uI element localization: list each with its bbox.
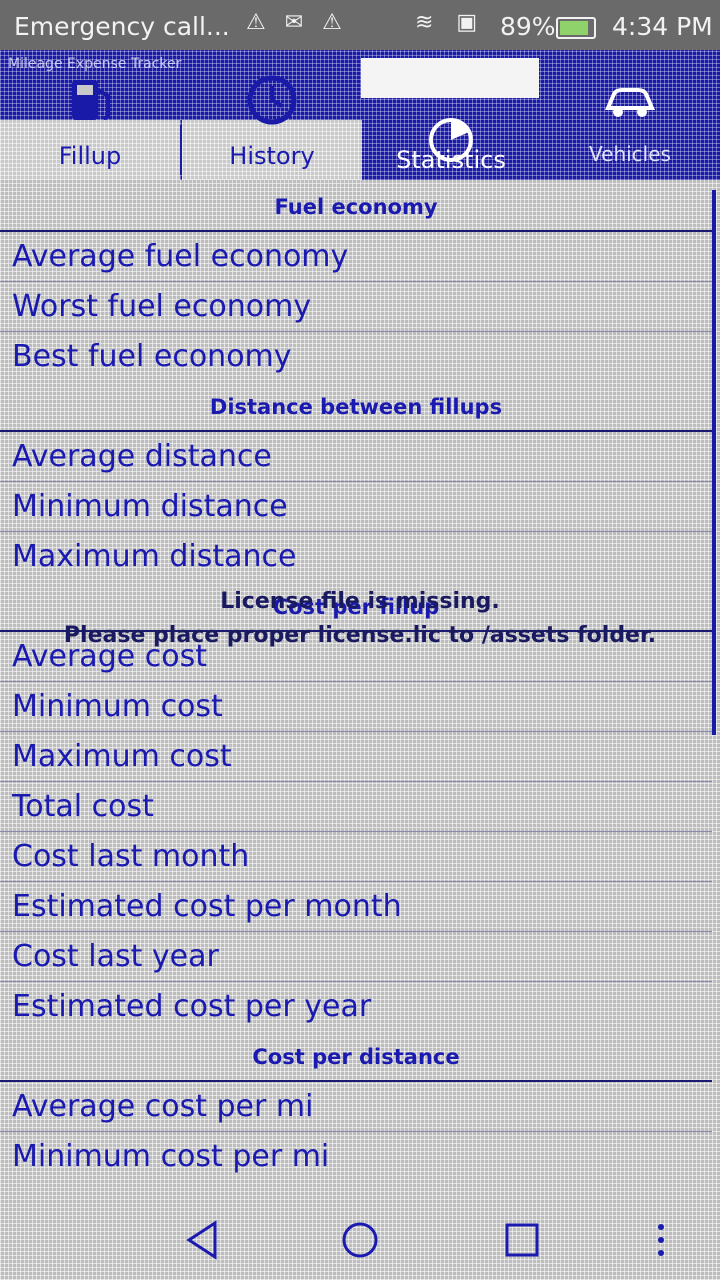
battery-percentage: 89% xyxy=(500,12,556,41)
tab-vehicles[interactable]: Vehicles xyxy=(540,50,720,180)
section-fuel-economy: Fuel economy Average fuel economy Worst … xyxy=(0,182,712,382)
license-line-2: Please place proper license.lic to /asse… xyxy=(63,623,657,648)
fuel-pump-icon xyxy=(72,80,110,120)
license-warning: License file is missing. Please place pr… xyxy=(0,585,720,653)
list-item[interactable]: Total cost xyxy=(0,782,712,832)
scrollbar[interactable] xyxy=(712,190,716,735)
section-header: Fuel economy xyxy=(0,182,712,232)
app-caption: Mileage Expense Tracker xyxy=(8,56,182,72)
notification-icons: ⚠ ✉ ⚠ xyxy=(246,10,348,35)
list-item[interactable]: Cost last year xyxy=(0,932,712,982)
section-header: Distance between fillups xyxy=(0,382,712,432)
list-item[interactable]: Maximum cost xyxy=(0,732,712,782)
tab-label: History xyxy=(229,142,315,170)
battery-icon xyxy=(556,17,596,39)
list-item[interactable]: Minimum cost xyxy=(0,682,712,732)
list-item[interactable]: Average cost per mi xyxy=(0,1082,712,1132)
section-header: Cost per distance xyxy=(0,1032,712,1082)
tab-bar: Mileage Expense Tracker Fillup History S… xyxy=(0,50,720,180)
statistics-list[interactable]: Fuel economy Average fuel economy Worst … xyxy=(0,182,712,1202)
car-icon xyxy=(604,88,656,117)
signal-icons: ≋ ▣ xyxy=(415,10,486,35)
section-distance: Distance between fillups Average distanc… xyxy=(0,382,712,582)
tab-statistics[interactable]: Statistics xyxy=(361,50,541,180)
list-item[interactable]: Average cost xyxy=(0,632,712,682)
tab-label: Fillup xyxy=(58,142,122,170)
list-item[interactable]: Minimum distance xyxy=(0,482,712,532)
clock-time: 4:34 PM xyxy=(612,12,713,41)
license-line-1: License file is missing. xyxy=(220,589,500,614)
tab-history[interactable]: History xyxy=(182,75,362,180)
list-item[interactable]: Estimated cost per year xyxy=(12,989,372,1024)
chart-icon xyxy=(429,118,473,162)
tab-divider xyxy=(180,125,182,175)
home-circle-icon[interactable] xyxy=(335,1215,385,1265)
list-item[interactable]: Worst fuel economy xyxy=(0,282,712,332)
list-item[interactable]: Cost last month xyxy=(0,832,712,882)
tab-fillup[interactable]: Fillup xyxy=(0,80,180,180)
back-triangle-icon[interactable] xyxy=(177,1215,227,1265)
carrier-text: Emergency call... xyxy=(14,12,230,41)
list-item[interactable]: Minimum cost per mi xyxy=(12,1139,330,1174)
recents-square-icon[interactable] xyxy=(497,1215,547,1265)
tab-label: Statistics xyxy=(396,146,506,174)
list-item[interactable]: Best fuel economy xyxy=(12,339,292,374)
list-item[interactable]: Maximum distance xyxy=(12,539,297,574)
clock-icon xyxy=(247,75,297,125)
section-header: Cost per fillup xyxy=(0,582,712,632)
status-bar: Emergency call... ⚠ ✉ ⚠ ≋ ▣ 89% 4:34 PM xyxy=(0,0,720,50)
tab-label: Vehicles xyxy=(589,142,671,166)
section-cost-per-fillup: Cost per fillup Average cost Minimum cos… xyxy=(0,582,712,1032)
list-item[interactable]: Average distance xyxy=(0,432,712,482)
list-item[interactable]: Estimated cost per month xyxy=(0,882,712,932)
section-cost-per-distance: Cost per distance Average cost per mi Mi… xyxy=(0,1032,712,1182)
menu-dots-icon[interactable] xyxy=(636,1215,686,1265)
list-item[interactable]: Average fuel economy xyxy=(0,232,712,282)
navigation-bar xyxy=(0,1200,720,1280)
